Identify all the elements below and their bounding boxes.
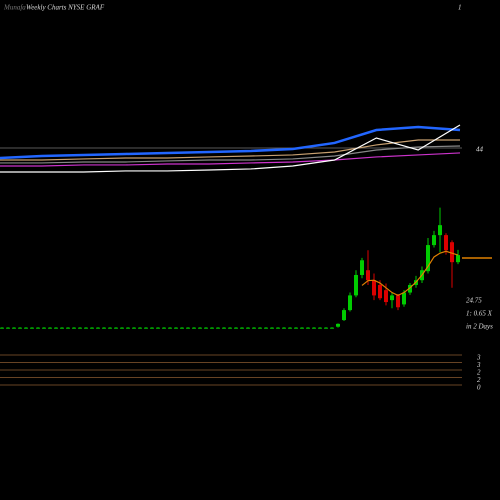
candle-body <box>114 327 118 329</box>
candle-body <box>150 327 154 329</box>
candle-body <box>360 260 364 275</box>
candle-body <box>372 280 376 296</box>
candle-body <box>96 327 100 329</box>
candle-body <box>444 235 448 251</box>
bottom-label: 3 <box>476 361 481 369</box>
candle-body <box>6 327 10 329</box>
candle-body <box>324 327 328 329</box>
candle-body <box>210 327 214 329</box>
candle-body <box>282 327 286 329</box>
candle-body <box>108 327 112 329</box>
candle-body <box>312 327 316 329</box>
price-label: 44 <box>476 146 484 154</box>
candle-body <box>78 327 82 329</box>
candle-body <box>396 295 400 308</box>
candle-body <box>30 327 34 329</box>
candle-body <box>144 327 148 329</box>
candle-body <box>300 327 304 329</box>
candle-body <box>366 270 370 281</box>
bottom-label: 2 <box>477 369 481 377</box>
candle-body <box>330 327 334 329</box>
candle-body <box>216 327 220 329</box>
candle-body <box>126 327 130 329</box>
candle-body <box>348 295 352 311</box>
candle-body <box>60 327 64 329</box>
candle-body <box>258 327 262 329</box>
candle-body <box>72 327 76 329</box>
moving-average <box>361 250 459 297</box>
indicator-line <box>0 145 461 164</box>
candle-body <box>456 255 460 263</box>
indicator-line <box>0 152 461 167</box>
candle-body <box>156 327 160 329</box>
candle-body <box>180 327 184 329</box>
candle-body <box>288 327 292 329</box>
candle-body <box>426 245 430 272</box>
candle-body <box>438 225 442 236</box>
candle-body <box>384 290 388 303</box>
candle-body <box>198 327 202 329</box>
candle-body <box>24 327 28 329</box>
candle-body <box>138 327 142 329</box>
candle-body <box>432 235 436 246</box>
candle-body <box>0 327 4 329</box>
candle-body <box>174 327 178 329</box>
corner-label: 1 <box>458 4 462 12</box>
candle-body <box>402 292 406 305</box>
candle-body <box>246 327 250 329</box>
candle-body <box>306 327 310 329</box>
candle-body <box>450 242 454 263</box>
candle-body <box>162 327 166 329</box>
candle-body <box>12 327 16 329</box>
candle-body <box>18 327 22 329</box>
candle-body <box>36 327 40 329</box>
indicator-line <box>0 125 461 160</box>
candle-body <box>354 274 358 296</box>
candle-body <box>222 327 226 329</box>
candle-body <box>378 284 382 299</box>
watermark: Munafa <box>3 4 26 12</box>
candle-body <box>234 327 238 329</box>
candle-body <box>84 327 88 329</box>
candle-body <box>294 327 298 329</box>
candle-body <box>336 323 340 327</box>
candle-body <box>240 327 244 329</box>
indicator-line <box>0 124 461 173</box>
candle-body <box>132 327 136 329</box>
candle-body <box>390 295 394 301</box>
ratio: 1: 0.65 X <box>466 310 493 318</box>
candle-body <box>252 327 256 329</box>
candle-body <box>48 327 52 329</box>
chart-title: Weekly Charts NYSE GRAF <box>26 4 105 12</box>
candle-body <box>66 327 70 329</box>
candle-body <box>120 327 124 329</box>
last-price: 24.75 <box>466 297 482 305</box>
bottom-label: 3 <box>476 354 481 362</box>
candle-body <box>102 327 106 329</box>
candle-body <box>264 327 268 329</box>
candle-body <box>204 327 208 329</box>
days: in 2 Days <box>466 323 493 331</box>
indicator-line <box>0 139 460 161</box>
candle-body <box>342 310 346 321</box>
candle-body <box>168 327 172 329</box>
candle-body <box>186 327 190 329</box>
candle-body <box>42 327 46 329</box>
candle-body <box>408 284 412 293</box>
candle-body <box>276 327 280 329</box>
candle-body <box>192 327 196 329</box>
candle-body <box>270 327 274 329</box>
bottom-label: 0 <box>477 384 481 392</box>
candle-body <box>54 327 58 329</box>
candle-body <box>228 327 232 329</box>
candle-body <box>318 327 322 329</box>
candle-body <box>90 327 94 329</box>
bottom-label: 2 <box>477 376 481 384</box>
